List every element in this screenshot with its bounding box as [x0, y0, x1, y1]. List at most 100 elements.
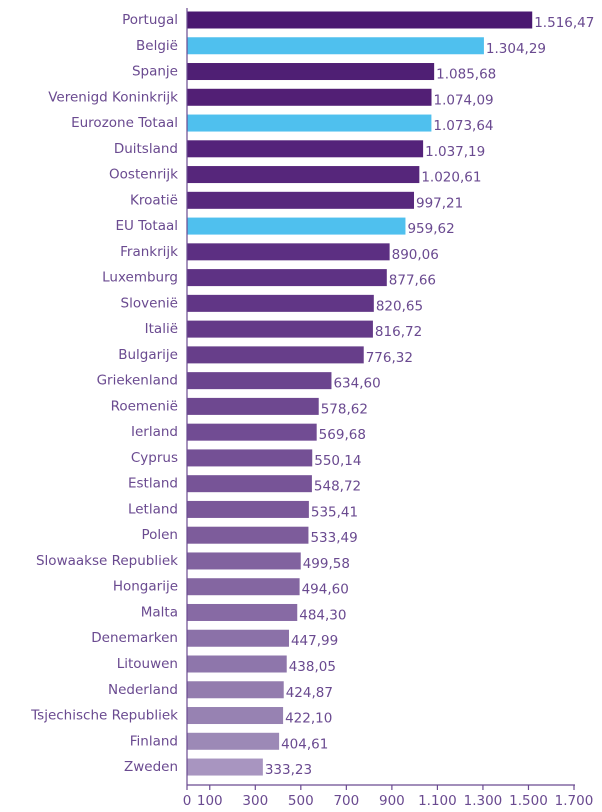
value-label: 422,10 [285, 711, 332, 727]
bar [187, 552, 301, 570]
bar [187, 88, 432, 106]
value-label: 1.085,68 [436, 67, 496, 83]
value-label: 438,05 [289, 659, 336, 675]
bar [187, 217, 406, 235]
bar [187, 423, 317, 441]
bar [187, 11, 533, 29]
x-tick-label: 500 [288, 793, 314, 809]
bar [187, 63, 435, 81]
category-label: Finland [130, 733, 178, 749]
category-label: Frankrijk [120, 244, 178, 260]
bar [187, 526, 309, 544]
x-tick-label: 900 [379, 793, 405, 809]
x-tick-label: 700 [333, 793, 359, 809]
value-label: 424,87 [286, 685, 333, 701]
category-label: Tsjechische Republiek [30, 708, 178, 724]
value-label: 533,49 [310, 530, 357, 546]
bar [187, 114, 432, 132]
category-label: Slovenië [121, 295, 179, 311]
bar [187, 166, 420, 184]
value-label: 1.020,61 [421, 170, 481, 186]
value-label: 578,62 [321, 401, 368, 417]
value-label: 548,72 [314, 479, 361, 495]
value-label: 1.304,29 [486, 41, 546, 57]
value-label: 890,06 [392, 247, 439, 263]
category-label: Slowaakse Republiek [36, 553, 178, 569]
category-label: Polen [141, 527, 178, 543]
bar [187, 191, 415, 209]
value-label: 447,99 [291, 633, 338, 649]
value-label: 494,60 [302, 582, 349, 598]
bar [187, 320, 373, 338]
value-label: 535,41 [311, 504, 358, 520]
category-label: Zweden [124, 759, 178, 775]
value-label: 333,23 [265, 762, 312, 778]
x-tick-label: 1.700 [555, 793, 594, 809]
category-label: Italië [145, 321, 178, 337]
category-label: Luxemburg [102, 270, 178, 286]
bar [187, 294, 374, 312]
value-label: 404,61 [281, 736, 328, 752]
bar [187, 707, 284, 725]
category-label: Eurozone Totaal [71, 115, 178, 131]
category-label: Verenigd Koninkrijk [48, 89, 178, 105]
value-label: 877,66 [389, 273, 436, 289]
x-tick-label: 1.100 [418, 793, 457, 809]
category-label: Bulgarije [118, 347, 178, 363]
bar [187, 346, 364, 364]
bar [187, 372, 332, 390]
category-label: Malta [141, 604, 178, 620]
bar [187, 732, 280, 750]
value-label: 1.516,47 [534, 15, 594, 31]
value-label: 1.073,64 [433, 118, 493, 134]
category-label: Denemarken [91, 630, 178, 646]
value-label: 550,14 [314, 453, 361, 469]
category-label: Cyprus [131, 450, 178, 466]
bar [187, 397, 319, 415]
bar [187, 655, 287, 673]
value-label: 959,62 [407, 221, 454, 237]
x-tick-label: 100 [197, 793, 223, 809]
bar [187, 140, 424, 158]
value-label: 997,21 [416, 195, 463, 211]
category-label: Spanje [132, 64, 178, 80]
category-label: Letland [128, 501, 178, 517]
bar [187, 449, 313, 467]
value-label: 1.074,09 [434, 92, 494, 108]
x-tick-label: 300 [242, 793, 268, 809]
bar [187, 681, 284, 699]
value-label: 776,32 [366, 350, 413, 366]
bar [187, 758, 263, 776]
value-label: 634,60 [333, 376, 380, 392]
x-tick-label: 0 [183, 793, 192, 809]
category-label: Oostenrijk [109, 167, 178, 183]
category-label: Litouwen [117, 656, 178, 672]
category-label: Hongarije [113, 579, 178, 595]
bar [187, 269, 387, 287]
bar [187, 500, 309, 518]
category-label: Nederland [108, 682, 178, 698]
category-label: Griekenland [97, 373, 178, 389]
category-label: Estland [128, 476, 178, 492]
category-label: Roemenië [111, 398, 178, 414]
category-label: Ierland [131, 424, 178, 440]
value-label: 569,68 [319, 427, 366, 443]
value-label: 484,30 [299, 607, 346, 623]
category-label: EU Totaal [115, 218, 178, 234]
value-label: 820,65 [376, 298, 423, 314]
value-label: 499,58 [303, 556, 350, 572]
bar [187, 475, 312, 493]
bar [187, 243, 390, 261]
category-label: Kroatië [130, 192, 178, 208]
x-tick-label: 1.500 [509, 793, 548, 809]
x-tick-label: 1.300 [464, 793, 503, 809]
bar [187, 629, 289, 647]
bar [187, 578, 300, 596]
value-label: 816,72 [375, 324, 422, 340]
category-label: Duitsland [114, 141, 178, 157]
value-label: 1.037,19 [425, 144, 485, 160]
bar [187, 603, 298, 621]
category-label: Portugal [122, 12, 178, 28]
category-label: België [136, 38, 178, 54]
